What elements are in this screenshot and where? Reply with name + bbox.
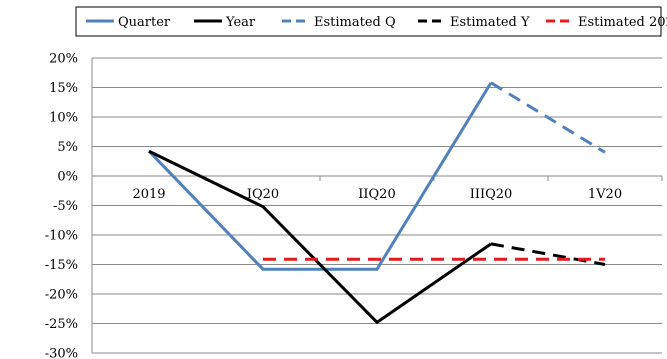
x-tick-label-iq20: IQ20	[247, 187, 279, 202]
legend-label-year: Year	[225, 15, 256, 30]
x-tick-label-2019: 2019	[132, 187, 165, 202]
y-tick-label: -20%	[45, 288, 78, 303]
legend-label-quarter: Quarter	[118, 15, 171, 30]
y-tick-label: 20%	[49, 52, 78, 67]
x-tick-label-iiq20: IIQ20	[358, 187, 395, 202]
y-tick-label: 10%	[49, 111, 78, 126]
series-line-estimated-q	[490, 81, 606, 154]
y-tick-label: 0%	[57, 170, 78, 185]
y-tick-label: -30%	[45, 347, 78, 359]
x-tick-label-1v20: 1V20	[588, 187, 622, 202]
y-tick-label: 15%	[49, 81, 78, 96]
x-axis: 2019 IQ20 IIQ20 IIIQ20 1V20	[91, 176, 663, 202]
grid	[92, 57, 662, 354]
y-tick-label: -25%	[45, 317, 78, 332]
y-tick-label: -5%	[53, 199, 78, 214]
legend-label-estimated-q: Estimated Q	[314, 15, 396, 30]
legend-label-estimated-y: Estimated Y	[450, 15, 530, 30]
y-tick-label: 5%	[57, 140, 78, 155]
plot-area	[147, 81, 606, 325]
y-tick-label: -10%	[45, 229, 78, 244]
x-tick-label-iiiq20: IIIQ20	[470, 187, 513, 202]
legend: Quarter Year Estimated Q Estimated Y Estimat…	[75, 6, 667, 37]
series-line-year	[148, 149, 492, 325]
y-axis: 20% 15% 10% 5% 0% -5% -10% -15% -20% -25% -30%	[45, 52, 93, 359]
y-tick-label: -15%	[45, 258, 78, 273]
series-line-estimated-y	[490, 242, 606, 266]
series-line-quarter	[147, 81, 493, 271]
